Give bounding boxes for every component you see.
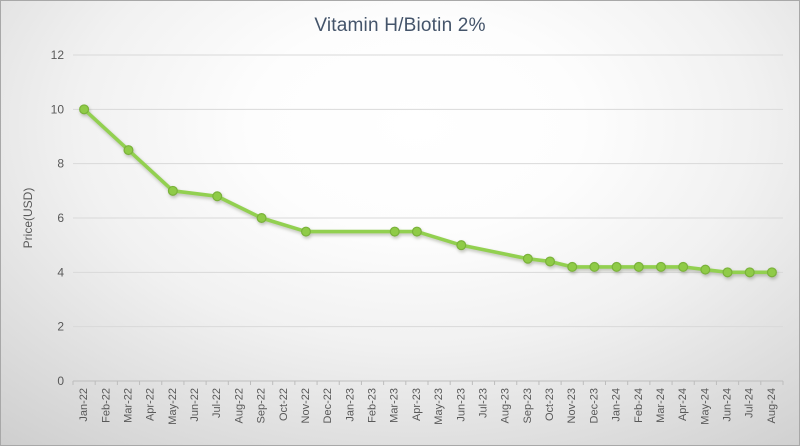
y-tick-label: 10 (51, 102, 65, 116)
x-tick-label: Jun-23 (455, 388, 467, 422)
data-point-marker (722, 267, 733, 278)
x-tick-label: Jul-22 (211, 388, 223, 418)
y-tick-label: 8 (57, 157, 64, 171)
x-tick-label: May-24 (699, 388, 711, 425)
x-tick-label: Feb-22 (100, 388, 112, 423)
x-tick-label: Apr-24 (677, 388, 689, 421)
data-point-marker (766, 267, 777, 278)
y-axis-title: Price(USD) (21, 187, 35, 249)
x-tick-label: Jun-22 (189, 388, 201, 422)
y-tick-label: 6 (57, 211, 64, 225)
data-point-marker (744, 267, 755, 278)
x-tick-label: Jan-23 (344, 388, 356, 422)
data-point-marker (655, 261, 666, 272)
x-tick-label: Feb-24 (633, 388, 645, 423)
x-tick-label: Aug-24 (766, 388, 778, 423)
data-point-marker (79, 104, 90, 115)
x-tick-label: May-23 (433, 388, 445, 425)
x-tick-label: May-22 (167, 388, 179, 425)
x-tick-label: Nov-22 (300, 388, 312, 423)
x-tick-label: Mar-24 (655, 388, 667, 423)
data-point-marker (522, 253, 533, 264)
data-point-marker (567, 261, 578, 272)
series-line (82, 107, 774, 275)
x-tick-label: Feb-23 (367, 388, 379, 423)
data-point-marker (700, 264, 711, 275)
data-point-marker (212, 191, 223, 202)
data-point-marker (456, 240, 467, 251)
x-tick-label: Dec-23 (588, 388, 600, 423)
chart-title: Vitamin H/Biotin 2% (314, 15, 486, 36)
x-tick-label: Apr-23 (411, 388, 423, 421)
x-tick-label: Jul-23 (477, 388, 489, 418)
y-tick-label: 0 (57, 374, 64, 388)
x-tick-label: Sep-22 (256, 388, 268, 423)
x-tick-label: Mar-23 (389, 388, 401, 423)
data-point-marker (389, 226, 400, 237)
x-tick-label: Jan-22 (78, 388, 90, 422)
data-point-marker (256, 213, 267, 224)
x-tick-label: Dec-22 (322, 388, 334, 423)
x-tick-label: Jan-24 (611, 388, 623, 422)
data-point-marker (300, 226, 311, 237)
price-series (79, 104, 777, 278)
data-point-marker (678, 261, 689, 272)
x-tick-label: Aug-22 (233, 388, 245, 423)
x-tick-label: Oct-23 (544, 388, 556, 421)
data-point-marker (589, 261, 600, 272)
data-point-marker (611, 261, 622, 272)
x-tick-label: Aug-23 (500, 388, 512, 423)
x-tick-label: Oct-22 (278, 388, 290, 421)
data-point-marker (545, 256, 556, 267)
x-tick-label: Nov-23 (566, 388, 578, 423)
x-tick-label: Sep-23 (522, 388, 534, 423)
data-point-marker (411, 226, 422, 237)
x-tick-label: Mar-22 (122, 388, 134, 423)
data-point-marker (123, 145, 134, 156)
x-tick-label: Apr-22 (145, 388, 157, 421)
data-point-marker (167, 185, 178, 196)
data-point-marker (633, 261, 644, 272)
y-tick-label: 12 (51, 48, 65, 62)
y-tick-label: 2 (57, 320, 64, 334)
x-tick-label: Jul-24 (744, 388, 756, 418)
x-tick-label: Jun-24 (722, 388, 734, 422)
y-tick-label: 4 (57, 265, 64, 279)
